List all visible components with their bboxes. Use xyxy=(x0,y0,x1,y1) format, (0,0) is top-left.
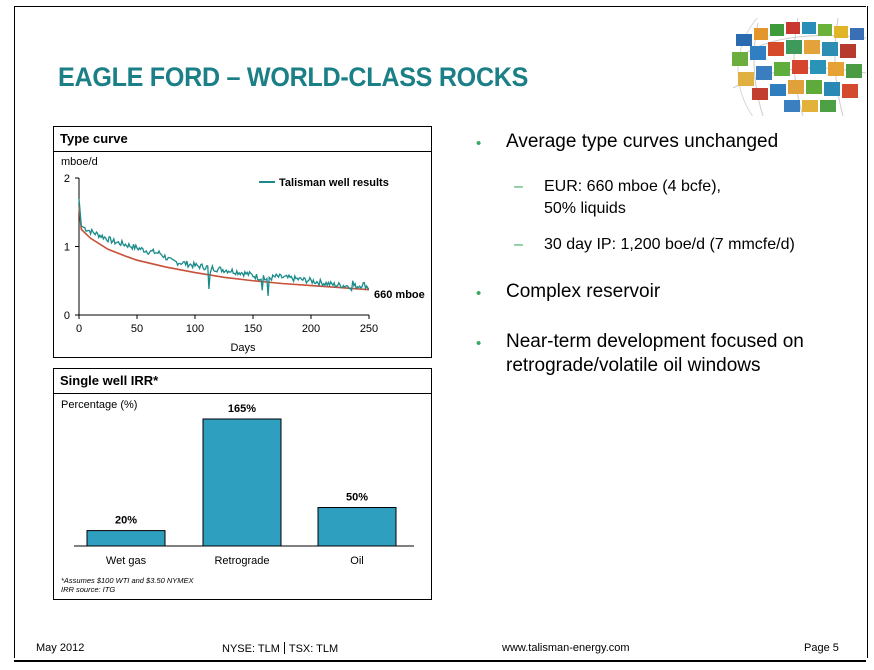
footnote-1: *Assumes $100 WTI and $3.50 NYMEX xyxy=(61,576,195,585)
footer-nyse: NYSE: TLM xyxy=(222,643,280,655)
x-tick-label: 100 xyxy=(186,323,204,335)
bar-wet-gas xyxy=(86,530,166,547)
y-tick-label: 1 xyxy=(64,242,70,254)
dash-marker: – xyxy=(514,178,523,195)
bar-oil xyxy=(317,507,397,547)
bar-retrograde xyxy=(202,418,282,547)
bullet-1: Average type curves unchanged xyxy=(506,131,779,152)
irr-title-rule xyxy=(54,393,431,394)
y-tick-label: 2 xyxy=(64,173,70,185)
end-label: 660 mboe xyxy=(374,289,425,301)
footer-tsx: TSX: TLM xyxy=(288,643,339,655)
type-curve-panel: Type curve mboe/d 0 50 100 150 200 250 0 1 2 Tal… xyxy=(53,126,432,358)
well-results-line xyxy=(78,198,370,296)
bullet-marker: • xyxy=(476,285,482,302)
x-axis-label: Days xyxy=(230,342,256,354)
type-curve-y-unit: mboe/d xyxy=(61,156,98,168)
x-tick-label: 50 xyxy=(131,323,143,335)
category-label: Retrograde xyxy=(214,555,269,567)
subbullet-2-line1: 30 day IP: 1,200 boe/d (7 mmcfe/d) xyxy=(544,236,795,253)
irr-panel: Single well IRR* Percentage (%) 20% Wet g… xyxy=(53,368,432,600)
footer-website[interactable]: www.talisman-energy.com xyxy=(502,642,630,654)
irr-y-unit: Percentage (%) xyxy=(61,399,138,411)
x-tick-label: 200 xyxy=(302,323,320,335)
top-rule xyxy=(14,6,866,7)
type-curve-chart: 0 50 100 150 200 250 0 1 2 Talisman well results… xyxy=(64,173,425,354)
footer-page: Page 5 xyxy=(804,642,839,654)
subbullet-1-line1: EUR: 660 mboe (4 bcfe), xyxy=(544,178,721,195)
footnote-2: IRR source: ITG xyxy=(61,585,115,594)
x-tick-label: 0 xyxy=(76,323,82,335)
globe-logo-icon xyxy=(718,18,866,116)
subbullet-1-line2: 50% liquids xyxy=(544,200,626,217)
bar-value-label: 165% xyxy=(228,403,256,415)
type-curve-title-rule xyxy=(54,151,431,152)
bullet-3: Near-term development focused on retrogr… xyxy=(506,331,804,376)
y-tick-label: 0 xyxy=(64,310,70,322)
footer-date: May 2012 xyxy=(36,642,85,654)
x-tick-label: 150 xyxy=(244,323,262,335)
legend-label: Talisman well results xyxy=(279,177,389,189)
bar-value-label: 20% xyxy=(115,515,137,527)
type-curve-title: Type curve xyxy=(60,131,128,146)
bottom-rule xyxy=(14,660,866,662)
irr-chart: 20% Wet gas 165% Retrograde 50% Oil *Assumes … xyxy=(61,403,414,594)
category-label: Wet gas xyxy=(106,555,147,567)
bar-value-label: 50% xyxy=(346,492,368,504)
slide-frame xyxy=(14,6,868,658)
footer-separator xyxy=(283,642,285,654)
x-tick-label: 250 xyxy=(360,323,378,335)
bullet-marker: • xyxy=(476,335,482,352)
type-curve-line xyxy=(78,205,370,291)
page-title: EAGLE FORD – WORLD-CLASS ROCKS xyxy=(58,62,529,92)
irr-title: Single well IRR* xyxy=(60,373,159,388)
dash-marker: – xyxy=(514,236,523,253)
bullet-marker: • xyxy=(476,135,482,152)
footer-tickers: NYSE: TLM TSX: TLM xyxy=(222,642,338,655)
category-label: Oil xyxy=(350,555,363,567)
bullet-2: Complex reservoir xyxy=(506,281,661,302)
